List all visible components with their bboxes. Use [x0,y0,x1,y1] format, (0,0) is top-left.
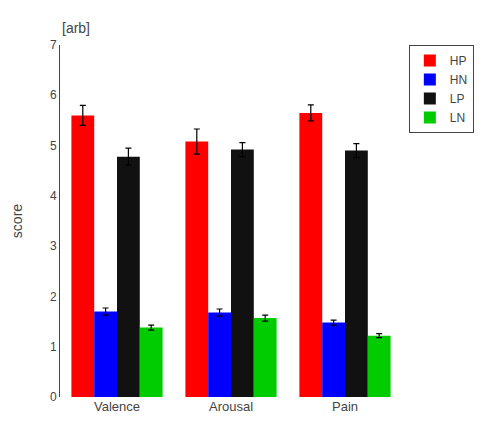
svg-text:2: 2 [50,290,57,304]
svg-text:Pain: Pain [332,399,358,414]
svg-text:score: score [9,204,25,238]
svg-text:5: 5 [50,139,57,153]
svg-text:7: 7 [50,38,57,52]
svg-text:0: 0 [50,390,57,404]
svg-text:LN: LN [450,111,465,125]
svg-text:Valence: Valence [94,399,140,414]
svg-text:HP: HP [450,54,467,68]
svg-text:6: 6 [50,88,57,102]
svg-text:3: 3 [50,239,57,253]
svg-text:LP: LP [450,92,465,106]
svg-text:[arb]: [arb] [62,20,90,36]
svg-text:1: 1 [50,340,57,354]
svg-text:Arousal: Arousal [209,399,253,414]
svg-text:HN: HN [450,73,467,87]
svg-text:4: 4 [50,189,57,203]
